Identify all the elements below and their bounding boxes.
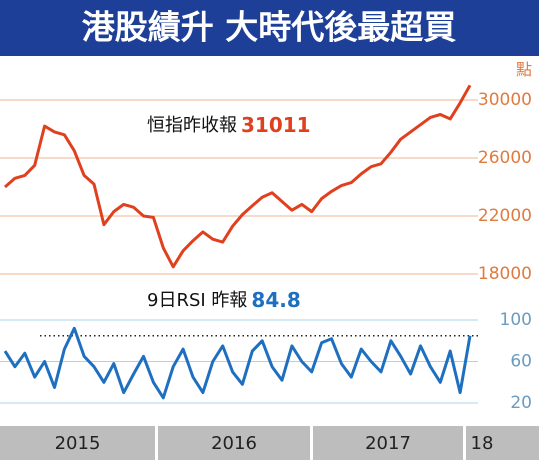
- annotation-box: [135, 110, 335, 142]
- x-tick-label: 2017: [365, 433, 411, 454]
- y-tick-label: 60: [510, 352, 532, 372]
- x-tick-label: 2016: [211, 433, 257, 454]
- x-tick-label: 2015: [55, 433, 101, 454]
- x-tick-label: 18: [471, 433, 494, 454]
- annotation: 恒指昨收報 31011: [147, 113, 311, 137]
- y-tick-label: 26000: [478, 148, 532, 168]
- annotation: 9日RSI 昨報 84.8: [147, 288, 301, 312]
- y-tick-label: 30000: [478, 90, 532, 110]
- annotation-label: 恒指昨收報: [147, 115, 237, 136]
- title-banner: [0, 0, 539, 56]
- x-band: [466, 426, 539, 460]
- y-tick-label: 18000: [478, 264, 532, 284]
- y-tick-label: 20: [510, 393, 532, 413]
- annotation-box: [135, 286, 340, 316]
- line-series: [4, 84, 472, 269]
- line-series: [3, 326, 472, 400]
- y-tick-label: 22000: [478, 206, 532, 226]
- annotation-value: 31011: [241, 113, 311, 137]
- y-tick-label: 100: [500, 310, 532, 330]
- x-band: [313, 426, 463, 460]
- chart-title: 港股績升 大時代後最超買: [82, 8, 457, 47]
- x-band: [158, 426, 310, 460]
- annotation-value: 84.8: [251, 288, 300, 312]
- unit-label: 點: [516, 60, 532, 79]
- annotation-label: 9日RSI 昨報: [147, 290, 247, 311]
- x-band: [0, 426, 155, 460]
